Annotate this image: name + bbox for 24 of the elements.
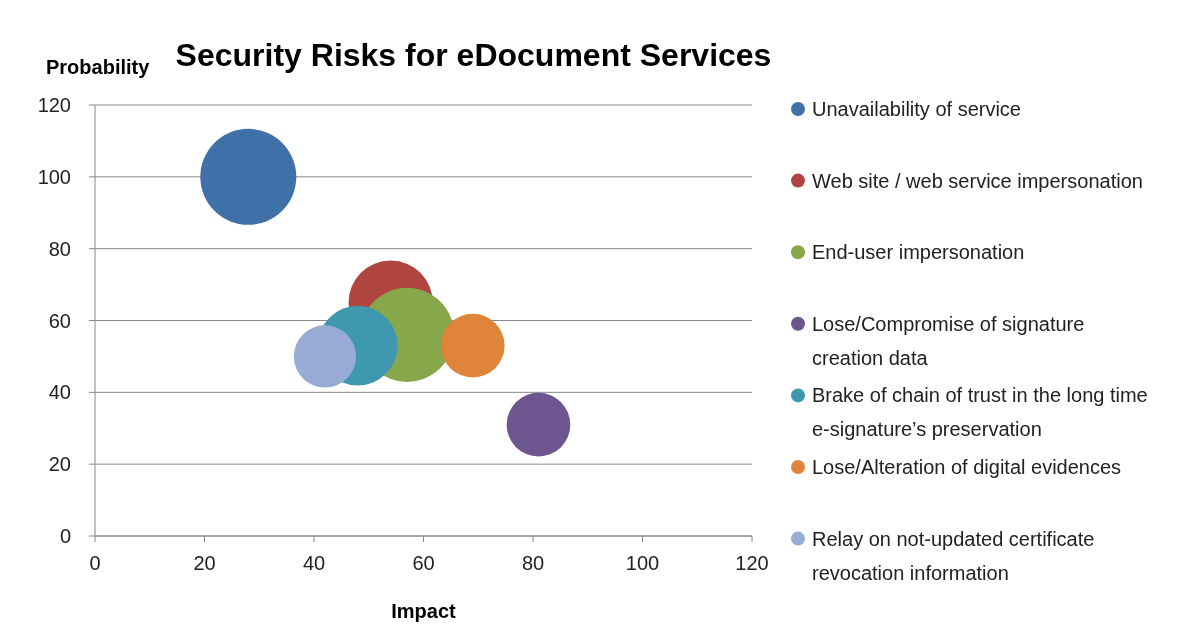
x-tick-label: 40 bbox=[302, 552, 326, 574]
x-tick-label: 80 bbox=[521, 552, 545, 574]
legend-label: Web site / web service impersonation bbox=[812, 169, 1143, 192]
legend-label: Relay on not-updated certificate revocation information bbox=[812, 527, 1095, 584]
y-tick-label: 100 bbox=[37, 165, 71, 188]
x-tick-label: 0 bbox=[89, 552, 101, 574]
y-tick-label: 40 bbox=[48, 381, 71, 404]
y-axis-title: Probability bbox=[46, 56, 151, 78]
legend-label: Unavailability of service bbox=[812, 98, 1021, 120]
x-tick-label: 20 bbox=[193, 552, 216, 574]
legend-label: Lose/Compromise of signature creation data bbox=[812, 312, 1085, 369]
chart-title: Security Risks for eDocument Services bbox=[175, 37, 772, 73]
y-tick-label: 120 bbox=[37, 94, 71, 116]
x-tick-label: 100 bbox=[625, 552, 660, 574]
y-tick-label: 0 bbox=[59, 525, 71, 547]
legend-label: End-user impersonation bbox=[812, 241, 1025, 264]
y-tick-label: 80 bbox=[48, 237, 71, 260]
legend-label: Brake of chain of trust in the long time e-signature’s preservation bbox=[812, 384, 1148, 441]
y-tick-label: 20 bbox=[48, 453, 71, 476]
legend-label: Lose/Alteration of digital evidences bbox=[812, 456, 1122, 478]
y-tick-label: 60 bbox=[48, 309, 71, 332]
x-tick-label: 60 bbox=[412, 552, 435, 574]
x-tick-label: 120 bbox=[735, 552, 769, 574]
x-axis-title: Impact bbox=[391, 600, 457, 622]
